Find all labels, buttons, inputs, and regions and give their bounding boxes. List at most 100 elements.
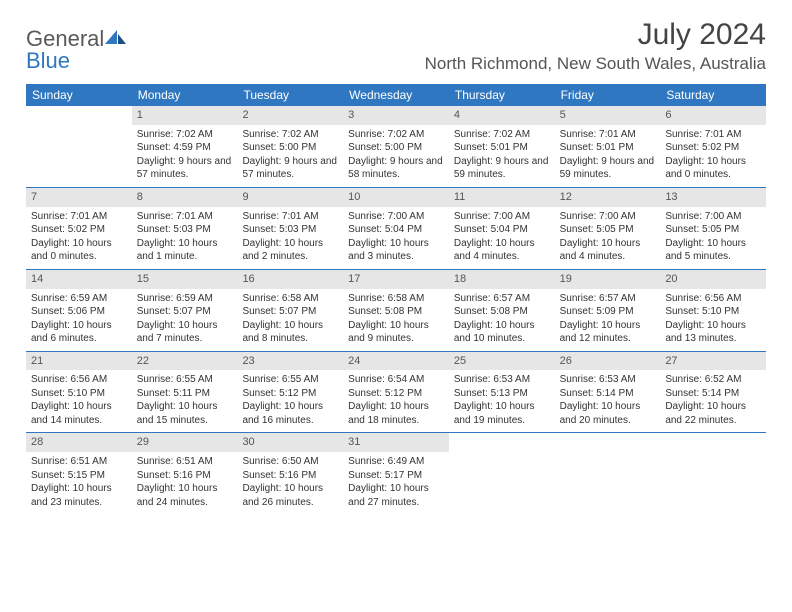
day-number: 25: [449, 352, 555, 371]
sunrise-text: Sunrise: 7:01 AM: [31, 210, 127, 224]
daylight-text: Daylight: 10 hours and 13 minutes.: [665, 319, 761, 346]
day-number: 7: [26, 188, 132, 207]
calendar: Sunday Monday Tuesday Wednesday Thursday…: [26, 84, 766, 514]
sunrise-text: Sunrise: 7:00 AM: [665, 210, 761, 224]
logo-sail-icon: [104, 28, 130, 46]
day-number: 24: [343, 352, 449, 371]
daylight-text: Daylight: 10 hours and 27 minutes.: [348, 482, 444, 509]
day-number: [555, 433, 661, 452]
day-cell: [449, 433, 555, 514]
day-number: [26, 106, 132, 125]
month-title: July 2024: [425, 18, 766, 52]
day-cell: [26, 106, 132, 187]
sunset-text: Sunset: 5:07 PM: [137, 305, 233, 319]
day-number: 27: [660, 352, 766, 371]
sunset-text: Sunset: 5:10 PM: [665, 305, 761, 319]
sunrise-text: Sunrise: 7:01 AM: [560, 128, 656, 142]
sunset-text: Sunset: 5:15 PM: [31, 469, 127, 483]
day-cell: 1Sunrise: 7:02 AMSunset: 4:59 PMDaylight…: [132, 106, 238, 187]
day-cell: 29Sunrise: 6:51 AMSunset: 5:16 PMDayligh…: [132, 433, 238, 514]
sunrise-text: Sunrise: 7:00 AM: [348, 210, 444, 224]
daylight-text: Daylight: 10 hours and 26 minutes.: [242, 482, 338, 509]
day-number: 10: [343, 188, 449, 207]
day-number: 28: [26, 433, 132, 452]
week-row: 7Sunrise: 7:01 AMSunset: 5:02 PMDaylight…: [26, 187, 766, 269]
sunset-text: Sunset: 5:14 PM: [560, 387, 656, 401]
day-number: 29: [132, 433, 238, 452]
sunrise-text: Sunrise: 7:00 AM: [560, 210, 656, 224]
sunset-text: Sunset: 5:13 PM: [454, 387, 550, 401]
daylight-text: Daylight: 10 hours and 14 minutes.: [31, 400, 127, 427]
sunset-text: Sunset: 5:10 PM: [31, 387, 127, 401]
day-cell: 9Sunrise: 7:01 AMSunset: 5:03 PMDaylight…: [237, 188, 343, 269]
daylight-text: Daylight: 9 hours and 58 minutes.: [348, 155, 444, 182]
day-cell: [660, 433, 766, 514]
sunrise-text: Sunrise: 7:01 AM: [137, 210, 233, 224]
sunrise-text: Sunrise: 6:56 AM: [665, 292, 761, 306]
sunrise-text: Sunrise: 6:59 AM: [31, 292, 127, 306]
day-number: 18: [449, 270, 555, 289]
sunrise-text: Sunrise: 6:59 AM: [137, 292, 233, 306]
day-cell: 7 Sunrise: 7:01 AMSunset: 5:02 PMDaylight…: [26, 188, 132, 269]
sunset-text: Sunset: 5:08 PM: [348, 305, 444, 319]
sunset-text: Sunset: 5:09 PM: [560, 305, 656, 319]
week-row: 14Sunrise: 6:59 AMSunset: 5:06 PMDayligh…: [26, 269, 766, 351]
daylight-text: Daylight: 10 hours and 4 minutes.: [454, 237, 550, 264]
daylight-text: Daylight: 10 hours and 24 minutes.: [137, 482, 233, 509]
weekday-label: Wednesday: [343, 84, 449, 106]
day-cell: 16Sunrise: 6:58 AMSunset: 5:07 PMDayligh…: [237, 270, 343, 351]
daylight-text: Daylight: 9 hours and 57 minutes.: [137, 155, 233, 182]
daylight-text: Daylight: 10 hours and 10 minutes.: [454, 319, 550, 346]
day-number: 13: [660, 188, 766, 207]
day-cell: 13Sunrise: 7:00 AMSunset: 5:05 PMDayligh…: [660, 188, 766, 269]
daylight-text: Daylight: 10 hours and 22 minutes.: [665, 400, 761, 427]
sunset-text: Sunset: 5:12 PM: [348, 387, 444, 401]
sunset-text: Sunset: 5:04 PM: [454, 223, 550, 237]
day-cell: 20Sunrise: 6:56 AMSunset: 5:10 PMDayligh…: [660, 270, 766, 351]
sunrise-text: Sunrise: 6:55 AM: [242, 373, 338, 387]
sunset-text: Sunset: 5:02 PM: [31, 223, 127, 237]
day-cell: 27Sunrise: 6:52 AMSunset: 5:14 PMDayligh…: [660, 352, 766, 433]
day-cell: 22Sunrise: 6:55 AMSunset: 5:11 PMDayligh…: [132, 352, 238, 433]
day-cell: 15Sunrise: 6:59 AMSunset: 5:07 PMDayligh…: [132, 270, 238, 351]
sunrise-text: Sunrise: 7:01 AM: [665, 128, 761, 142]
day-cell: 12Sunrise: 7:00 AMSunset: 5:05 PMDayligh…: [555, 188, 661, 269]
day-cell: 5Sunrise: 7:01 AMSunset: 5:01 PMDaylight…: [555, 106, 661, 187]
sunset-text: Sunset: 5:05 PM: [665, 223, 761, 237]
day-number: 30: [237, 433, 343, 452]
sunrise-text: Sunrise: 6:49 AM: [348, 455, 444, 469]
daylight-text: Daylight: 10 hours and 0 minutes.: [31, 237, 127, 264]
sunset-text: Sunset: 5:02 PM: [665, 141, 761, 155]
day-cell: 14Sunrise: 6:59 AMSunset: 5:06 PMDayligh…: [26, 270, 132, 351]
sunrise-text: Sunrise: 6:55 AM: [137, 373, 233, 387]
daylight-text: Daylight: 10 hours and 15 minutes.: [137, 400, 233, 427]
day-cell: 21Sunrise: 6:56 AMSunset: 5:10 PMDayligh…: [26, 352, 132, 433]
day-cell: 30Sunrise: 6:50 AMSunset: 5:16 PMDayligh…: [237, 433, 343, 514]
day-number: 23: [237, 352, 343, 371]
day-cell: 26Sunrise: 6:53 AMSunset: 5:14 PMDayligh…: [555, 352, 661, 433]
sunrise-text: Sunrise: 6:56 AM: [31, 373, 127, 387]
week-row: 28 Sunrise: 6:51 AM Sunset: 5:15 PM Dayligh…: [26, 432, 766, 514]
daylight-text: Daylight: 10 hours and 2 minutes.: [242, 237, 338, 264]
sunset-text: Sunset: 5:01 PM: [560, 141, 656, 155]
day-cell: 18Sunrise: 6:57 AMSunset: 5:08 PMDayligh…: [449, 270, 555, 351]
weekday-label: Sunday: [26, 84, 132, 106]
sunset-text: Sunset: 5:14 PM: [665, 387, 761, 401]
day-cell: 17Sunrise: 6:58 AMSunset: 5:08 PMDayligh…: [343, 270, 449, 351]
daylight-text: Daylight: 10 hours and 8 minutes.: [242, 319, 338, 346]
sunrise-text: Sunrise: 6:58 AM: [242, 292, 338, 306]
day-cell: 3Sunrise: 7:02 AMSunset: 5:00 PMDaylight…: [343, 106, 449, 187]
daylight-text: Daylight: 10 hours and 12 minutes.: [560, 319, 656, 346]
day-number: 6: [660, 106, 766, 125]
daylight-text: Daylight: 9 hours and 57 minutes.: [242, 155, 338, 182]
day-number: 14: [26, 270, 132, 289]
weekday-label: Thursday: [449, 84, 555, 106]
sunrise-text: Sunrise: 6:54 AM: [348, 373, 444, 387]
sunrise-text: Sunrise: 6:51 AM: [137, 455, 233, 469]
day-number: 11: [449, 188, 555, 207]
sunrise-text: Sunrise: 6:53 AM: [560, 373, 656, 387]
logo-word2: Blue: [26, 48, 70, 73]
day-number: 4: [449, 106, 555, 125]
sunset-text: Sunset: 5:00 PM: [348, 141, 444, 155]
daylight-text: Daylight: 10 hours and 0 minutes.: [665, 155, 761, 182]
